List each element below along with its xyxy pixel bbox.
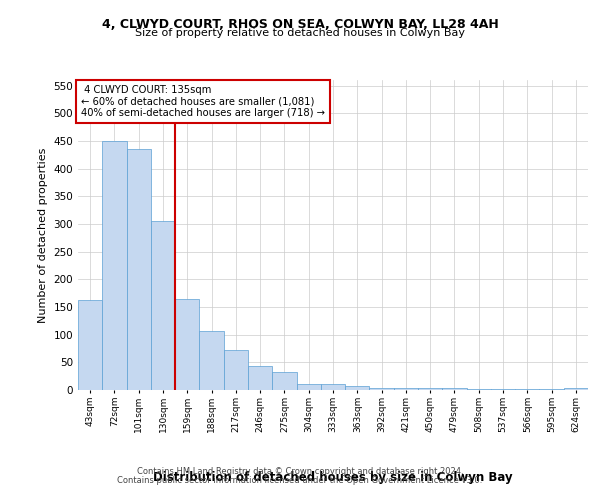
Bar: [296, 384, 321, 390]
Bar: [78, 300, 102, 390]
Bar: [321, 384, 345, 390]
Bar: [102, 142, 127, 390]
Bar: [491, 389, 515, 390]
X-axis label: Distribution of detached houses by size in Colwyn Bay: Distribution of detached houses by size …: [153, 471, 513, 484]
Bar: [564, 388, 588, 390]
Bar: [248, 366, 272, 390]
Y-axis label: Number of detached properties: Number of detached properties: [38, 148, 48, 322]
Bar: [418, 388, 442, 390]
Bar: [442, 388, 467, 390]
Text: Size of property relative to detached houses in Colwyn Bay: Size of property relative to detached ho…: [135, 28, 465, 38]
Bar: [370, 388, 394, 390]
Bar: [394, 388, 418, 390]
Bar: [272, 372, 296, 390]
Bar: [224, 350, 248, 390]
Text: 4, CLWYD COURT, RHOS ON SEA, COLWYN BAY, LL28 4AH: 4, CLWYD COURT, RHOS ON SEA, COLWYN BAY,…: [101, 18, 499, 30]
Bar: [539, 389, 564, 390]
Bar: [127, 149, 151, 390]
Text: Contains public sector information licensed under the Open Government Licence v3: Contains public sector information licen…: [118, 476, 482, 485]
Text: Contains HM Land Registry data © Crown copyright and database right 2024.: Contains HM Land Registry data © Crown c…: [137, 467, 463, 476]
Bar: [199, 331, 224, 390]
Bar: [151, 221, 175, 390]
Bar: [467, 389, 491, 390]
Text: 4 CLWYD COURT: 135sqm
← 60% of detached houses are smaller (1,081)
40% of semi-d: 4 CLWYD COURT: 135sqm ← 60% of detached …: [80, 84, 325, 118]
Bar: [515, 389, 539, 390]
Bar: [175, 298, 199, 390]
Bar: [345, 386, 370, 390]
